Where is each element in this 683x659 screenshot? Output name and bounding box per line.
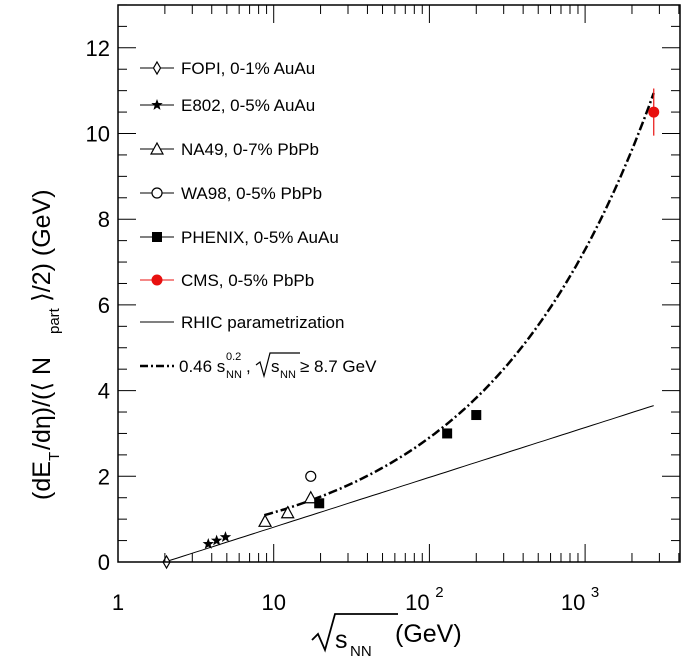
sqrt-symbol xyxy=(311,613,398,653)
legend-label-rhic: RHIC parametrization xyxy=(181,313,344,332)
legend-series-entries: FOPI, 0-1% AuAu E802, 0-5% AuAu NA49, 0-7%… xyxy=(140,59,339,290)
legend-marker xyxy=(151,274,163,286)
x-axis-title: s NN (GeV) xyxy=(311,613,462,659)
data-point xyxy=(219,531,232,542)
x-tick-label-base: 10 xyxy=(405,590,429,615)
y-tick-label: 4 xyxy=(98,379,110,404)
data-point xyxy=(305,470,317,482)
legend-label: PHENIX, 0-5% AuAu xyxy=(181,228,339,247)
legend-fit-s-sub: NN xyxy=(280,369,296,381)
y-tick-label: 8 xyxy=(98,207,110,232)
y-tick-label: 10 xyxy=(86,122,110,147)
y-axis-label-3: ⟩/2) (GeV) xyxy=(28,189,56,302)
legend-label: CMS, 0-5% PbPb xyxy=(181,271,314,290)
legend-label: WA98, 0-5% PbPb xyxy=(181,184,322,203)
legend-fit-exp: 0.2 xyxy=(226,351,241,363)
curves-layer xyxy=(164,92,655,563)
legend-fit-sep: , xyxy=(246,357,251,376)
y-axis-title: (dE T /dη)/(⟨ N part ⟩/2) (GeV) xyxy=(28,189,63,500)
y-tick-label: 6 xyxy=(98,293,110,318)
y-axis-label-2: /dη)/(⟨ N xyxy=(28,357,56,450)
data-point xyxy=(210,534,223,546)
legend-label: FOPI, 0-1% AuAu xyxy=(181,59,315,78)
legend-entry-rhic-parametrization: RHIC parametrization xyxy=(140,313,344,332)
power-law-fit-curve xyxy=(263,92,655,517)
x-axis-unit: (GeV) xyxy=(395,620,462,648)
y-tick-label: 0 xyxy=(98,550,110,575)
axis-ticks xyxy=(117,4,680,563)
x-axis-sub: NN xyxy=(350,643,372,659)
data-point xyxy=(258,514,273,527)
rhic-parametrization-curve xyxy=(164,405,654,563)
x-axis-var: s xyxy=(335,626,348,654)
x-tick-label-base: 10 xyxy=(561,590,585,615)
data-point xyxy=(442,428,453,439)
legend-label: E802, 0-5% AuAu xyxy=(181,96,315,115)
y-tick-label: 12 xyxy=(86,36,110,61)
x-tick-label-exp: 3 xyxy=(591,584,599,601)
legend-fit-s: s xyxy=(271,357,280,376)
axis-tick-labels: 0 2 4 6 8 10 12 1 10 10 2 10 3 xyxy=(86,36,600,615)
legend-marker xyxy=(152,232,162,242)
x-tick-label-exp: 2 xyxy=(435,584,443,601)
data-point xyxy=(280,505,295,519)
legend-fit-sub: NN xyxy=(226,369,242,381)
legend-marker xyxy=(149,141,165,155)
data-point xyxy=(202,538,214,549)
y-axis-sub-2: part xyxy=(46,307,63,334)
data-point xyxy=(303,490,318,504)
data-point xyxy=(314,498,325,509)
legend: FOPI, 0-1% AuAu E802, 0-5% AuAu NA49, 0-7%… xyxy=(140,59,377,381)
legend-marker xyxy=(151,187,163,199)
legend-marker xyxy=(151,99,163,110)
y-tick-label: 2 xyxy=(98,464,110,489)
x-tick-label: 1 xyxy=(112,590,124,615)
x-tick-label: 10 xyxy=(261,590,285,615)
data-point xyxy=(471,410,482,421)
legend-fit-coef: 0.46 s xyxy=(179,357,225,376)
legend-fit-cond: ≥ 8.7 GeV xyxy=(300,357,377,376)
legend-label: NA49, 0-7% PbPb xyxy=(181,140,319,159)
legend-marker xyxy=(152,60,162,76)
y-axis-sub-1: T xyxy=(46,452,63,461)
legend-entry-power-law-fit: 0.46 s 0.2 NN , s NN ≥ 8.7 GeV xyxy=(140,351,377,381)
data-points-layer xyxy=(162,88,660,570)
data-point xyxy=(648,106,660,118)
legend-sqrt-symbol xyxy=(255,352,300,379)
y-axis-label-1: (dE xyxy=(28,461,56,500)
